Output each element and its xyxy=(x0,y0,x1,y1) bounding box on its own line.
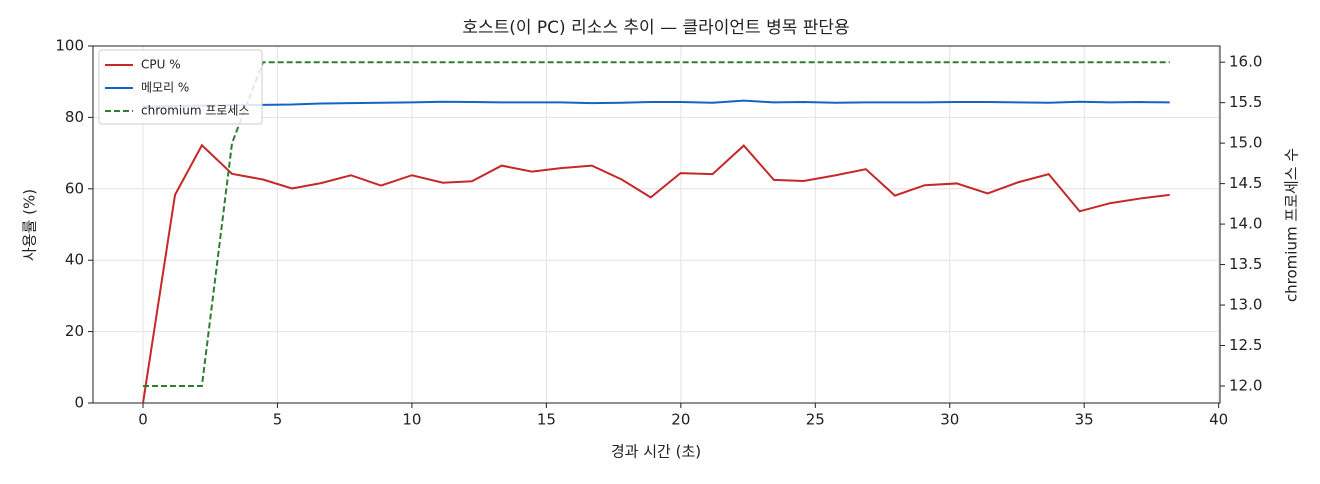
x-tick-label: 35 xyxy=(1075,411,1094,429)
x-tick-label: 20 xyxy=(671,411,690,429)
legend-label: chromium 프로세스 xyxy=(141,104,250,118)
chart-title: 호스트(이 PC) 리소스 추이 — 클라이언트 병목 판단용 xyxy=(462,18,849,38)
y-tick-label: 0 xyxy=(74,394,84,412)
data-line xyxy=(142,143,1170,404)
y2-tick-label: 12.5 xyxy=(1229,336,1262,354)
x-tick-label: 0 xyxy=(138,411,148,429)
y-tick-label: 20 xyxy=(65,322,84,340)
x-tick-label: 15 xyxy=(537,411,556,429)
y2-tick-label: 13.0 xyxy=(1229,296,1262,314)
legend-box xyxy=(98,49,263,125)
y2-tick-label: 14.0 xyxy=(1229,215,1262,233)
y-tick-label: 60 xyxy=(65,179,84,197)
y2-tick-label: 12.0 xyxy=(1229,377,1262,395)
y-tick-label: 100 xyxy=(55,37,84,55)
legend-label: 메모리 % xyxy=(141,81,189,95)
x-tick-label: 10 xyxy=(402,411,421,429)
x-tick-label: 40 xyxy=(1209,411,1228,429)
y2-axis-label: chromium 프로세스 수 xyxy=(1283,148,1301,302)
y2-tick-label: 16.0 xyxy=(1229,53,1262,71)
y2-tick-label: 13.5 xyxy=(1229,255,1262,273)
y2-tick-label: 15.5 xyxy=(1229,93,1262,111)
data-line xyxy=(142,99,1170,108)
plot-frame xyxy=(92,45,1221,404)
x-tick-label: 25 xyxy=(806,411,825,429)
data-line xyxy=(143,61,1170,387)
legend: CPU % 메모리 % chromium 프로세스 xyxy=(98,49,263,125)
x-axis-label: 경과 시간 (초) xyxy=(611,443,701,461)
x-tick-label: 30 xyxy=(940,411,959,429)
y-tick-label: 80 xyxy=(65,108,84,126)
x-tick-label: 5 xyxy=(273,411,283,429)
y2-tick-label: 15.0 xyxy=(1229,134,1262,152)
y-tick-label: 40 xyxy=(65,251,84,269)
y2-tick-label: 14.5 xyxy=(1229,174,1262,192)
legend-label: CPU % xyxy=(141,58,181,72)
y-axis-label: 사용률 (%) xyxy=(21,189,39,261)
